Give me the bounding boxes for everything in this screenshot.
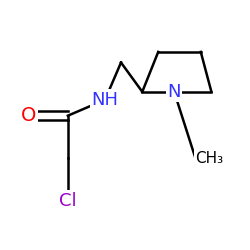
Text: NH: NH bbox=[92, 91, 118, 109]
Text: N: N bbox=[168, 83, 181, 101]
Text: CH₃: CH₃ bbox=[196, 151, 224, 166]
Text: Cl: Cl bbox=[59, 192, 77, 210]
Text: O: O bbox=[20, 106, 36, 125]
